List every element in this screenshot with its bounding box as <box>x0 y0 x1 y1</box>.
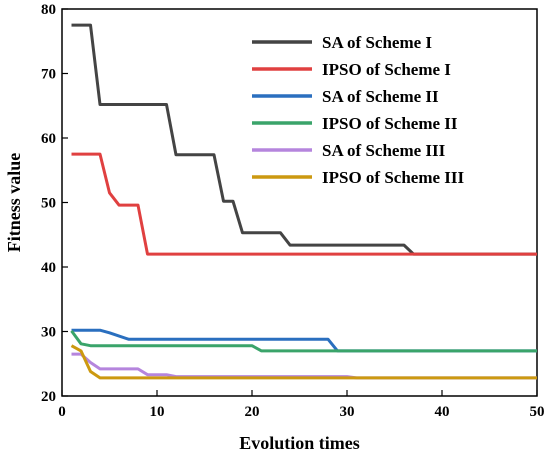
series-line-3 <box>70 330 537 353</box>
x-tick-label-1: 10 <box>150 404 165 420</box>
y-tick-label-0: 20 <box>41 389 56 405</box>
x-tick-label-5: 50 <box>530 404 545 420</box>
series-line-5 <box>70 344 537 380</box>
legend-label-0: SA of Scheme I <box>322 33 432 52</box>
legend-label-1: IPSO of Scheme I <box>322 60 451 79</box>
y-axis-title: Fitness value <box>4 153 24 253</box>
series-line-1 <box>71 152 537 256</box>
legend-label-3: IPSO of Scheme II <box>322 114 458 133</box>
series-line-0 <box>71 23 537 256</box>
series-line-2 <box>71 328 537 353</box>
series-line-4 <box>71 352 537 380</box>
x-axis-title: Evolution times <box>239 433 360 453</box>
legend: SA of Scheme I IPSO of Scheme I SA of Sche… <box>252 33 465 187</box>
x-tick-label-2: 20 <box>245 404 260 420</box>
y-tick-label-5: 70 <box>41 67 56 83</box>
legend-label-4: SA of Scheme III <box>322 141 446 160</box>
x-tick-label-3: 30 <box>340 404 355 420</box>
y-tick-label-6: 80 <box>41 2 56 18</box>
y-tick-label-3: 50 <box>41 196 56 212</box>
tick-labels: 0 10 20 30 40 50 20 30 40 50 60 70 80 <box>41 2 545 420</box>
y-tick-label-1: 30 <box>41 325 56 341</box>
legend-label-5: IPSO of Scheme III <box>322 168 465 187</box>
x-tick-label-4: 40 <box>435 404 450 420</box>
axis-ticks <box>61 8 538 397</box>
y-tick-label-2: 40 <box>41 260 56 276</box>
legend-label-2: SA of Scheme II <box>322 87 439 106</box>
series-lines <box>70 23 537 380</box>
plot-area <box>61 8 538 397</box>
x-tick-label-0: 0 <box>58 404 66 420</box>
y-tick-label-4: 60 <box>41 131 56 147</box>
